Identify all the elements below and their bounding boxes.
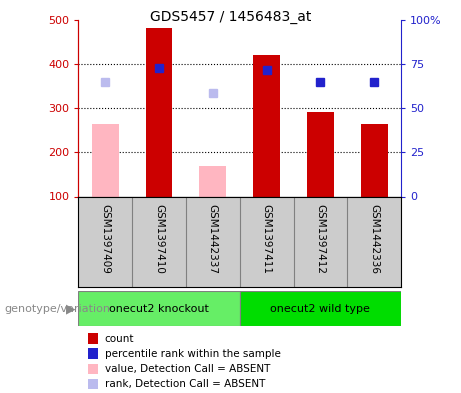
Bar <box>78 291 240 326</box>
Text: percentile rank within the sample: percentile rank within the sample <box>105 349 281 359</box>
Bar <box>199 165 226 196</box>
Text: GDS5457 / 1456483_at: GDS5457 / 1456483_at <box>150 10 311 24</box>
Text: onecut2 wild type: onecut2 wild type <box>271 303 370 314</box>
Bar <box>307 112 334 196</box>
Bar <box>240 291 401 326</box>
Text: GSM1397412: GSM1397412 <box>315 204 325 274</box>
Bar <box>361 123 388 196</box>
Text: count: count <box>105 334 134 344</box>
Text: genotype/variation: genotype/variation <box>5 303 111 314</box>
Text: onecut2 knockout: onecut2 knockout <box>109 303 209 314</box>
Text: value, Detection Call = ABSENT: value, Detection Call = ABSENT <box>105 364 270 374</box>
Text: GSM1442337: GSM1442337 <box>208 204 218 274</box>
Bar <box>92 123 118 196</box>
Text: GSM1397411: GSM1397411 <box>261 204 272 274</box>
Bar <box>146 29 172 196</box>
Text: ▶: ▶ <box>66 302 76 315</box>
Text: GSM1397409: GSM1397409 <box>100 204 110 274</box>
Text: rank, Detection Call = ABSENT: rank, Detection Call = ABSENT <box>105 379 265 389</box>
Bar <box>253 55 280 196</box>
Text: GSM1442336: GSM1442336 <box>369 204 379 274</box>
Text: GSM1397410: GSM1397410 <box>154 204 164 274</box>
